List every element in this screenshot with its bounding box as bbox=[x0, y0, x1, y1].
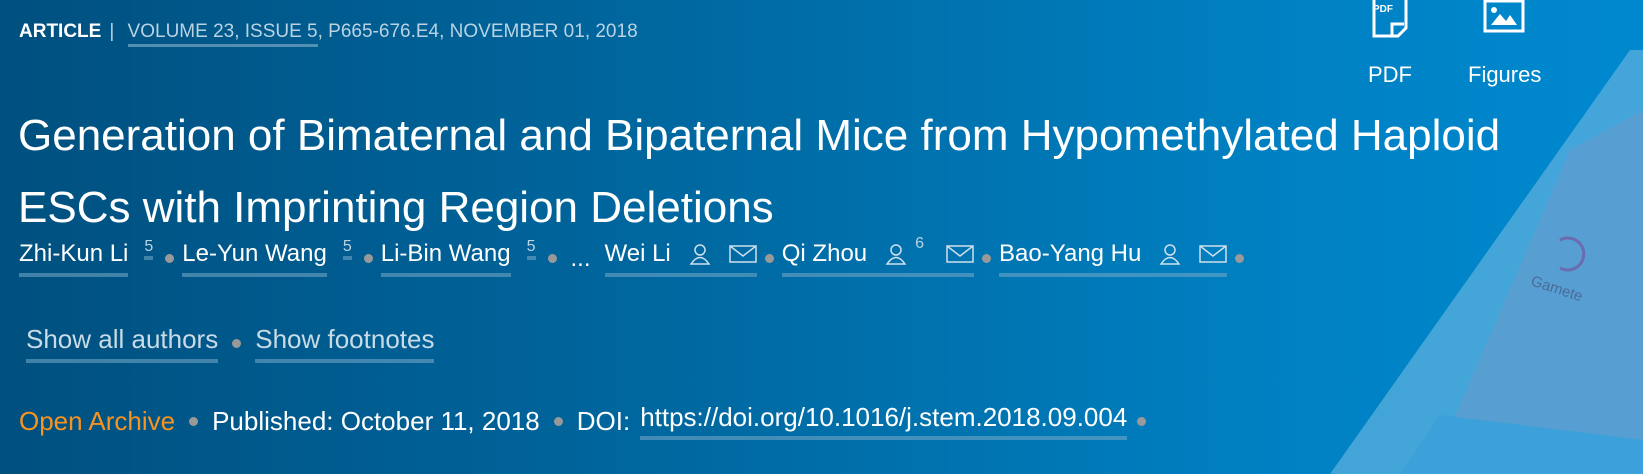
show-footnotes-link[interactable]: Show footnotes bbox=[255, 324, 435, 363]
author-link[interactable]: Bao-Yang Hu bbox=[999, 240, 1228, 277]
article-title: Generation of Bimaternal and Bipaternal … bbox=[18, 111, 1501, 232]
pdf-button[interactable]: PDF PDF bbox=[1368, 0, 1412, 88]
access-badge: Open Archive bbox=[19, 405, 176, 436]
citation-line: ARTICLE | VOLUME 23, ISSUE 5, P665-676.E4… bbox=[19, 21, 638, 47]
person-icon bbox=[885, 244, 907, 265]
email-icon[interactable] bbox=[729, 244, 757, 264]
issue-link[interactable]: VOLUME 23, ISSUE 5 bbox=[127, 21, 318, 47]
person-icon bbox=[1159, 244, 1181, 265]
person-icon bbox=[689, 244, 711, 265]
svg-text:PDF: PDF bbox=[1373, 4, 1393, 15]
doi-link[interactable]: https://doi.org/10.1016/j.stem.2018.09.0… bbox=[640, 402, 1128, 440]
figures-icon bbox=[1483, 0, 1525, 33]
footnote-link[interactable]: 5 bbox=[526, 238, 536, 260]
show-all-authors-link[interactable]: Show all authors bbox=[26, 324, 219, 363]
author-actions: Show all authors Show footnotes bbox=[26, 324, 435, 363]
author-list: Zhi-Kun Li 5 Le-Yun Wang 5 Li-Bin Wang 5 ..… bbox=[19, 235, 1252, 277]
author-link[interactable]: Le-Yun Wang bbox=[182, 240, 327, 277]
authors-ellipsis: ... bbox=[570, 244, 591, 272]
published-date: Published: October 11, 2018 bbox=[212, 405, 540, 436]
email-icon[interactable] bbox=[946, 244, 974, 264]
author-link[interactable]: Wei Li bbox=[604, 240, 757, 277]
footnote-link[interactable]: 5 bbox=[342, 238, 352, 260]
author-link[interactable]: Li-Bin Wang bbox=[380, 240, 511, 277]
figures-button[interactable]: Figures bbox=[1468, 0, 1541, 88]
pdf-icon: PDF bbox=[1372, 0, 1408, 38]
doi-label: DOI: bbox=[576, 405, 631, 436]
pdf-label: PDF bbox=[1368, 62, 1412, 87]
publication-meta: Open Archive Published: October 11, 2018… bbox=[19, 402, 1156, 440]
author-link[interactable]: Zhi-Kun Li bbox=[19, 240, 129, 277]
email-icon[interactable] bbox=[1199, 244, 1228, 264]
article-type: ARTICLE bbox=[19, 21, 102, 42]
footnote-link[interactable]: 5 bbox=[144, 238, 154, 260]
footnote-link[interactable]: 6 bbox=[915, 235, 925, 252]
citation-rest: , P665-676.E4, NOVEMBER 01, 2018 bbox=[317, 21, 638, 42]
figures-label: Figures bbox=[1468, 62, 1542, 87]
author-link[interactable]: Qi Zhou 6 bbox=[781, 235, 975, 277]
